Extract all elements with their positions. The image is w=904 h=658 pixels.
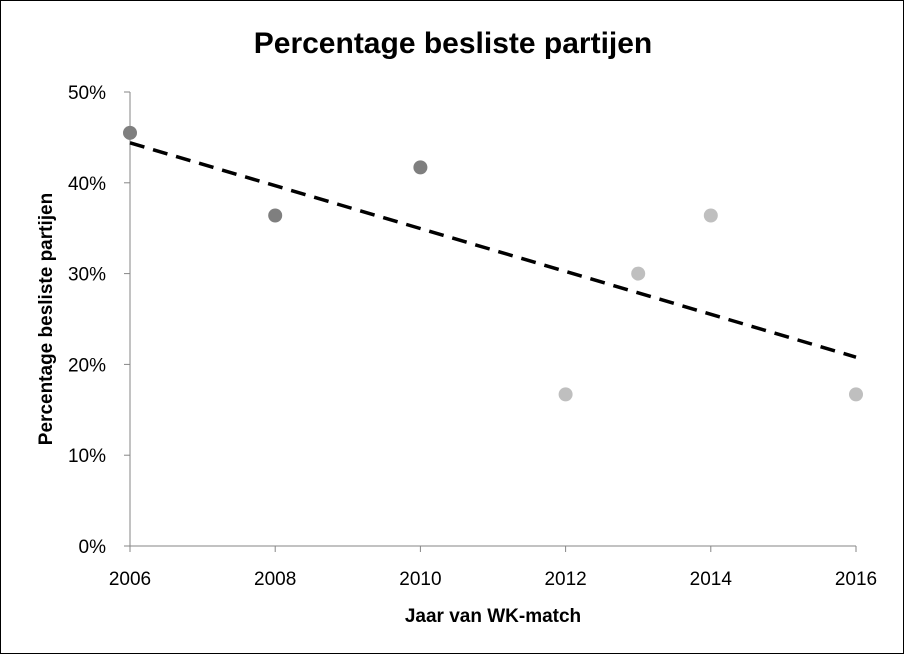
- axes: 0% 10% 20% 30% 40% 50% 2006 2008 2010 2012 2014 201…: [68, 83, 877, 590]
- data-point: [849, 387, 863, 402]
- trendline: [129, 141, 857, 359]
- y-tick-label: 40%: [68, 174, 106, 195]
- data-point: [703, 208, 718, 223]
- trendline-group: [129, 141, 857, 359]
- data-point: [123, 125, 137, 140]
- data-points: [123, 125, 863, 402]
- x-tick-label: 2014: [690, 569, 733, 590]
- y-tick-label: 30%: [68, 265, 106, 286]
- x-tick-label: 2006: [109, 569, 151, 590]
- x-tick-label: 2016: [835, 569, 877, 590]
- data-point: [413, 160, 428, 175]
- y-tick-label: 50%: [68, 83, 106, 104]
- y-tick-label: 20%: [68, 355, 106, 376]
- chart-title: Percentage besliste partijen: [254, 27, 653, 60]
- y-tick-label: 10%: [68, 446, 106, 467]
- data-point: [558, 387, 573, 402]
- x-tick-label: 2008: [254, 569, 296, 590]
- y-tick-label: 0%: [79, 537, 107, 558]
- x-tick-label: 2010: [399, 569, 441, 590]
- y-axis-title: Percentage besliste partijen: [36, 193, 57, 445]
- x-axis-title: Jaar van WK-match: [405, 606, 581, 627]
- data-point: [631, 266, 646, 281]
- x-tick-label: 2012: [544, 569, 586, 590]
- data-point: [268, 208, 283, 223]
